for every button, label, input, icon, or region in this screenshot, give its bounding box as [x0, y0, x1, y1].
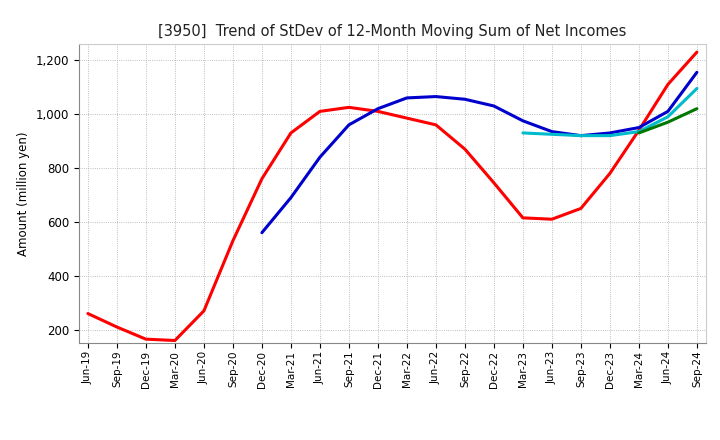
Y-axis label: Amount (million yen): Amount (million yen)	[17, 132, 30, 256]
Title: [3950]  Trend of StDev of 12-Month Moving Sum of Net Incomes: [3950] Trend of StDev of 12-Month Moving…	[158, 24, 626, 39]
Legend: 3 Years, 5 Years, 7 Years, 10 Years: 3 Years, 5 Years, 7 Years, 10 Years	[190, 439, 595, 440]
